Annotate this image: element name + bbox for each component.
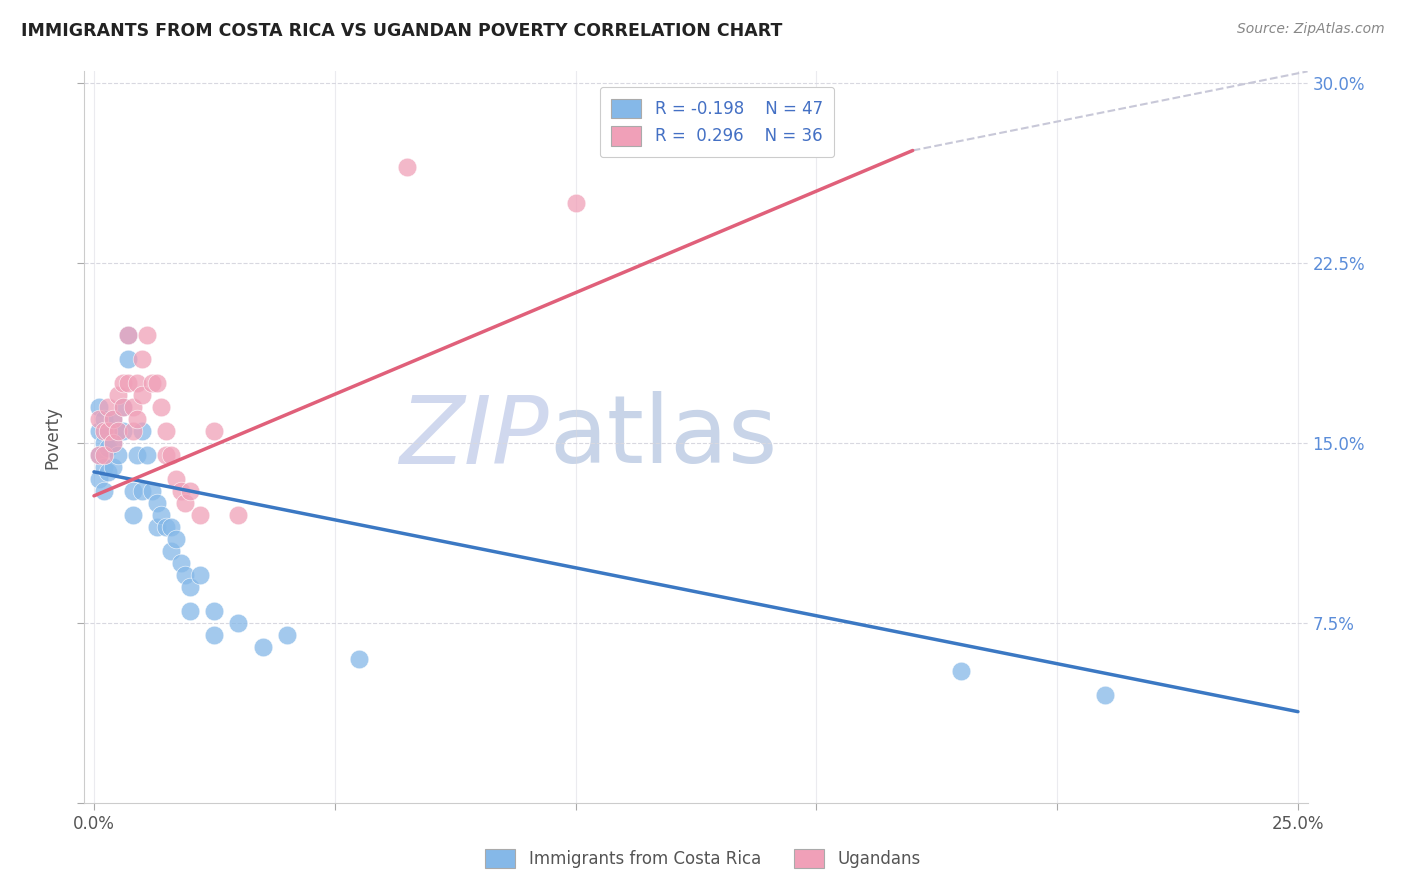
Point (188, 568, 211, 582)
Text: ZIP: ZIP (399, 392, 550, 483)
Point (87, 448, 110, 462)
Point (131, 352, 153, 367)
Point (145, 376, 167, 391)
Point (111, 376, 134, 391)
Point (103, 460, 125, 475)
Point (127, 376, 149, 391)
Text: Source: ZipAtlas.com: Source: ZipAtlas.com (1237, 22, 1385, 37)
Point (121, 424, 143, 438)
Point (103, 436, 125, 450)
Point (117, 352, 139, 367)
Point (93, 483, 115, 498)
Point (160, 448, 183, 462)
Point (93, 460, 115, 475)
Point (145, 496, 167, 510)
Point (97, 424, 120, 438)
Point (141, 483, 163, 498)
Point (111, 400, 134, 414)
Point (150, 400, 173, 414)
Point (160, 520, 183, 534)
Point (131, 388, 153, 402)
Point (136, 328, 159, 343)
Point (87, 400, 110, 414)
Point (174, 496, 197, 510)
Point (87, 472, 110, 486)
Point (111, 424, 134, 438)
Point (347, 652, 370, 666)
Point (179, 580, 201, 594)
Point (395, 161, 418, 175)
Point (103, 412, 125, 426)
Point (93, 412, 115, 426)
Point (165, 532, 187, 546)
Point (103, 436, 125, 450)
Point (276, 628, 298, 642)
Point (141, 376, 163, 391)
Point (228, 508, 250, 522)
Point (179, 483, 201, 498)
Text: IMMIGRANTS FROM COSTA RICA VS UGANDAN POVERTY CORRELATION CHART: IMMIGRANTS FROM COSTA RICA VS UGANDAN PO… (21, 22, 783, 40)
Point (202, 604, 225, 618)
Point (97, 465, 120, 479)
Point (93, 448, 115, 462)
Point (103, 412, 125, 426)
Point (160, 544, 183, 558)
Point (127, 412, 149, 426)
Legend: Immigrants from Costa Rica, Ugandans: Immigrants from Costa Rica, Ugandans (478, 842, 928, 875)
Point (117, 376, 139, 391)
Text: atlas: atlas (550, 391, 778, 483)
Point (97, 424, 120, 438)
Point (93, 436, 115, 450)
Point (155, 424, 177, 438)
Point (564, 196, 586, 211)
Point (174, 568, 197, 582)
Point (131, 424, 153, 438)
Point (188, 508, 211, 522)
Y-axis label: Poverty: Poverty (44, 406, 62, 468)
Point (117, 328, 139, 343)
Point (179, 604, 201, 618)
Point (107, 448, 129, 462)
Point (165, 472, 187, 486)
Point (97, 400, 120, 414)
Legend: R = -0.198    N = 47, R =  0.296    N = 36: R = -0.198 N = 47, R = 0.296 N = 36 (599, 87, 834, 157)
Point (107, 388, 129, 402)
Point (136, 448, 159, 462)
Point (127, 448, 149, 462)
Point (107, 424, 129, 438)
Point (202, 628, 225, 642)
Point (117, 328, 139, 343)
Point (202, 424, 225, 438)
Point (145, 520, 167, 534)
Point (155, 520, 177, 534)
Point (131, 483, 153, 498)
Point (170, 483, 193, 498)
Point (93, 424, 115, 438)
Point (107, 424, 129, 438)
Point (252, 640, 274, 654)
Point (150, 508, 173, 522)
Point (87, 424, 110, 438)
Point (1094, 688, 1116, 702)
Point (87, 448, 110, 462)
Point (170, 556, 193, 570)
Point (87, 412, 110, 426)
Point (121, 483, 143, 498)
Point (949, 664, 972, 678)
Point (155, 448, 177, 462)
Point (111, 400, 134, 414)
Point (228, 615, 250, 630)
Point (97, 441, 120, 455)
Point (121, 508, 143, 522)
Point (121, 400, 143, 414)
